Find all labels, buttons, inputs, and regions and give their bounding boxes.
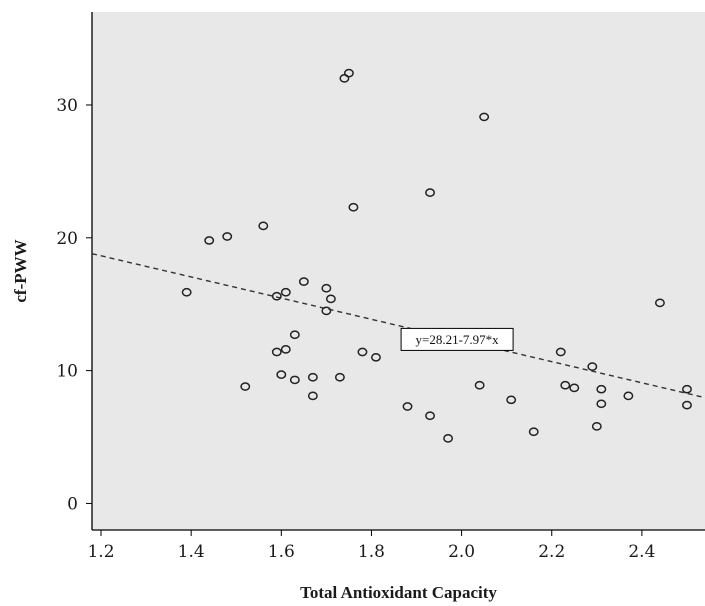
data-point (343, 68, 354, 78)
x-tick-label: 2.4 (628, 542, 655, 562)
data-point (587, 362, 598, 371)
x-tick-label: 2.0 (448, 542, 475, 562)
data-point (321, 283, 332, 293)
equation-text: y=28.21-7.97*x (416, 332, 500, 347)
data-point (271, 347, 282, 357)
x-tick-label: 2.2 (538, 542, 565, 562)
data-point (682, 384, 692, 394)
data-point (334, 372, 345, 382)
data-point (560, 380, 571, 390)
data-points (181, 68, 692, 443)
data-point (289, 375, 300, 385)
data-point (240, 382, 251, 391)
data-point (474, 380, 485, 390)
data-point (596, 384, 607, 394)
data-point (555, 347, 566, 357)
data-point (181, 287, 192, 297)
data-point (682, 400, 692, 410)
y-tick-label: 0 (67, 494, 78, 514)
data-point (307, 372, 318, 382)
data-point (357, 347, 368, 357)
data-point (204, 236, 215, 245)
data-point (222, 232, 233, 241)
data-point (596, 399, 607, 409)
data-point (348, 202, 359, 212)
data-point (528, 427, 539, 437)
tick-labels: 1.2 1.4 1.6 1.8 2.0 2.2 2.4 0 10 20 30 (56, 96, 655, 562)
data-point (280, 345, 291, 354)
data-point (307, 391, 318, 401)
data-point (298, 277, 309, 286)
data-point (371, 352, 381, 362)
x-tick-label: 1.6 (268, 542, 295, 562)
data-point (591, 422, 602, 431)
data-point (654, 298, 665, 308)
plot-area (92, 12, 705, 530)
data-point (321, 306, 332, 316)
data-point (569, 383, 580, 393)
data-point (258, 221, 269, 231)
axes (86, 12, 705, 536)
data-point (506, 395, 517, 405)
data-point (443, 434, 454, 443)
data-point (623, 391, 634, 401)
data-point (479, 112, 490, 122)
regression-line (91, 252, 705, 399)
y-tick-label: 20 (56, 229, 78, 249)
x-axis-title: Total Antioxidant Capacity (300, 583, 497, 602)
x-tick-label: 1.4 (178, 542, 205, 562)
data-point (425, 188, 436, 197)
equation-label: y=28.21-7.97*x (400, 327, 514, 351)
y-tick-label: 10 (56, 362, 78, 382)
y-tick-label: 30 (56, 96, 78, 116)
y-axis-title: cf-PWW (11, 239, 30, 302)
data-point (280, 287, 291, 297)
data-point (289, 330, 300, 340)
equation-box (400, 327, 514, 351)
x-tick-label: 1.2 (87, 542, 114, 562)
fit-line-layer: y=28.21-7.97*x (91, 252, 705, 399)
x-tick-label: 1.8 (358, 542, 385, 562)
data-point (402, 402, 413, 411)
data-point (325, 294, 336, 304)
data-point (271, 291, 282, 301)
data-point (276, 370, 287, 379)
data-point (425, 411, 436, 421)
